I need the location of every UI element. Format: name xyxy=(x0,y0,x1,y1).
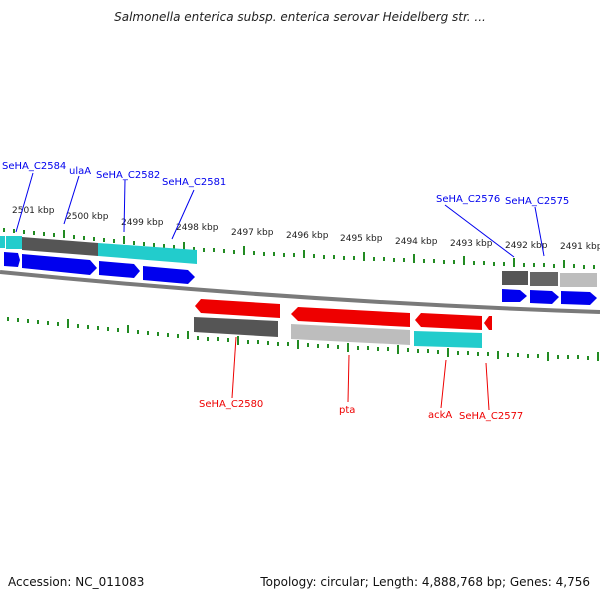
scale-label-2498: 2498 kbp xyxy=(176,223,219,233)
gene-label-SeHA_C2581[interactable]: SeHA_C2581 xyxy=(162,177,226,188)
reverse-genes[interactable] xyxy=(195,299,492,330)
scale-label-2493: 2493 kbp xyxy=(450,239,493,249)
gene-label-SeHA_C2584[interactable]: SeHA_C2584 xyxy=(2,161,66,172)
gene-label-SeHA_C2576[interactable]: SeHA_C2576 xyxy=(436,194,500,205)
feature-blocks-lower xyxy=(194,317,482,348)
gene-arrow-SeHA_C2576[interactable] xyxy=(502,289,527,302)
gene-arrow-ulaA[interactable] xyxy=(22,254,97,275)
gene-arrow-SeHA_C2581[interactable] xyxy=(143,266,195,284)
reverse-scale-ticks xyxy=(7,317,599,361)
scale-label-2496: 2496 kbp xyxy=(286,231,329,241)
scale-label-2499: 2499 kbp xyxy=(121,218,164,228)
gene-label-ulaA[interactable]: ulaA xyxy=(69,166,91,177)
gene-arrow-SeHA_C2582[interactable] xyxy=(99,261,140,278)
label-connectors xyxy=(15,172,545,411)
gene-arrow-SeHA_C2584[interactable] xyxy=(4,252,20,267)
gene-label-SeHA_C2575[interactable]: SeHA_C2575 xyxy=(505,196,569,207)
gene-arrow-SeHA_C2580[interactable] xyxy=(195,299,280,318)
feature-blocks-upper xyxy=(0,236,597,287)
gene-label-SeHA_C2582[interactable]: SeHA_C2582 xyxy=(96,170,160,181)
gene-arrow-ackA[interactable] xyxy=(415,313,482,330)
forward-genes[interactable] xyxy=(4,252,597,305)
scale-label-2497: 2497 kbp xyxy=(231,228,274,238)
gene-label-SeHA_C2580[interactable]: SeHA_C2580 xyxy=(199,399,263,410)
scale-label-2491: 2491 kbp xyxy=(560,242,600,252)
gene-arrow-forward-edge[interactable] xyxy=(561,291,597,305)
scale-label-2492: 2492 kbp xyxy=(505,241,548,251)
gene-label-pta[interactable]: pta xyxy=(339,405,355,416)
scale-label-2495: 2495 kbp xyxy=(340,234,383,244)
scale-label-2501: 2501 kbp xyxy=(12,206,55,216)
forward-scale-ticks xyxy=(3,228,595,269)
gene-arrow-pta[interactable] xyxy=(291,307,410,327)
scale-label-2500: 2500 kbp xyxy=(66,212,109,222)
gene-arrow-SeHA_C2577[interactable] xyxy=(484,316,492,330)
gene-label-ackA[interactable]: ackA xyxy=(428,410,452,421)
gene-label-SeHA_C2577[interactable]: SeHA_C2577 xyxy=(459,411,523,422)
accession-text: Accession: NC_011083 xyxy=(8,575,145,589)
scale-label-2494: 2494 kbp xyxy=(395,237,438,247)
gene-arrow-SeHA_C2575[interactable] xyxy=(530,290,559,304)
topology-summary: Topology: circular; Length: 4,888,768 bp… xyxy=(260,575,590,589)
genome-title: Salmonella enterica subsp. enterica sero… xyxy=(114,10,486,24)
genome-backbone xyxy=(0,270,600,314)
